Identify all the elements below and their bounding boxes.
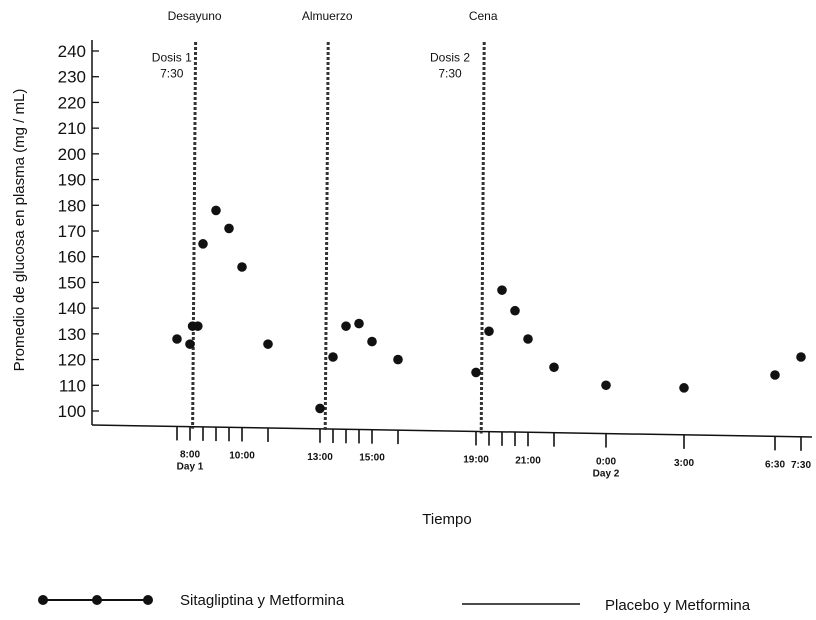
data-point bbox=[185, 339, 195, 349]
y-tick-label: 170 bbox=[58, 222, 86, 241]
data-point bbox=[770, 370, 780, 380]
y-tick-label: 120 bbox=[58, 351, 86, 370]
meal-line-label: Desayuno bbox=[168, 9, 222, 23]
legend-label-placebo: Placebo y Metformina bbox=[605, 597, 751, 614]
y-tick-label: 210 bbox=[58, 119, 86, 138]
meal-lines: Desayuno Almuerzo Cena bbox=[168, 9, 498, 434]
data-point bbox=[679, 383, 689, 393]
x-tick-label: 19:00 bbox=[463, 454, 489, 465]
data-point bbox=[471, 367, 481, 378]
y-axis: 100 110 120 130 140 150 160 170 180 190 200 210 220 2… bbox=[58, 40, 99, 425]
x-tick-label: 10:00 bbox=[229, 451, 255, 462]
meal-line bbox=[191, 41, 198, 429]
y-tick-label: 230 bbox=[58, 68, 86, 87]
data-point bbox=[172, 334, 182, 344]
y-tick-label: 160 bbox=[58, 248, 86, 267]
y-axis-title: Promedio de glucosa en plasma (mg / mL) bbox=[11, 89, 28, 372]
x-tick-label: 3:00 bbox=[674, 458, 694, 469]
legend-marker bbox=[143, 595, 153, 605]
data-point bbox=[193, 321, 203, 331]
legend-label-sitagliptina: Sitagliptina y Metformina bbox=[180, 592, 345, 609]
y-tick-label: 200 bbox=[58, 145, 86, 164]
legend: Sitagliptina y Metformina Placebo y Metf… bbox=[38, 592, 751, 614]
annotation-text: Dosis 1 bbox=[152, 50, 192, 64]
annotation-text: Dosis 2 bbox=[430, 50, 470, 64]
x-tick-label: 6:30 bbox=[765, 459, 785, 470]
data-point bbox=[510, 305, 520, 316]
meal-line bbox=[323, 41, 330, 431]
y-tick-label: 100 bbox=[58, 402, 86, 421]
data-point bbox=[341, 321, 351, 331]
data-point bbox=[224, 223, 234, 234]
data-point bbox=[796, 352, 806, 362]
data-point bbox=[497, 285, 507, 295]
data-point bbox=[315, 403, 325, 414]
x-tick-label: Day 2 bbox=[593, 469, 620, 480]
data-point bbox=[484, 326, 494, 337]
y-tick-label: 150 bbox=[58, 273, 86, 292]
data-point bbox=[601, 380, 611, 391]
x-tick-label: 7:30 bbox=[791, 460, 811, 471]
x-tick-label: 0:00 bbox=[596, 457, 616, 468]
x-tick-label: 21:00 bbox=[515, 455, 541, 466]
data-point bbox=[367, 336, 377, 347]
meal-line bbox=[479, 41, 486, 434]
data-point bbox=[523, 334, 533, 344]
legend-marker bbox=[38, 595, 48, 605]
data-point bbox=[263, 339, 273, 349]
y-tick-label: 240 bbox=[58, 42, 86, 61]
x-axis-title: Tiempo bbox=[422, 511, 471, 528]
data-point bbox=[549, 362, 559, 373]
data-point bbox=[237, 262, 247, 272]
y-tick-label: 190 bbox=[58, 171, 86, 190]
y-tick-label: 110 bbox=[59, 376, 86, 395]
x-tick-label: 13:00 bbox=[307, 452, 333, 463]
y-tick-label: 140 bbox=[58, 299, 86, 318]
data-point bbox=[393, 354, 403, 365]
legend-marker bbox=[92, 595, 102, 605]
data-point bbox=[211, 205, 221, 216]
meal-line-label: Cena bbox=[469, 9, 498, 23]
data-point bbox=[328, 352, 338, 362]
data-point bbox=[354, 318, 364, 329]
x-axis-line bbox=[91, 424, 813, 438]
y-tick-label: 220 bbox=[58, 93, 86, 112]
x-tick-label: Day 1 bbox=[177, 462, 204, 473]
data-point bbox=[198, 239, 208, 249]
dose-annotations: Dosis 1 7:30 Dosis 2 7:30 bbox=[152, 50, 471, 80]
x-tick-label: 15:00 bbox=[359, 453, 385, 464]
series-points bbox=[172, 205, 806, 414]
y-tick-label: 180 bbox=[58, 196, 86, 215]
meal-line-label: Almuerzo bbox=[302, 9, 353, 23]
x-tick-label: 8:00 bbox=[180, 450, 200, 461]
annotation-text: 7:30 bbox=[160, 66, 184, 80]
y-tick-label: 130 bbox=[58, 325, 86, 344]
annotation-text: 7:30 bbox=[438, 66, 462, 80]
